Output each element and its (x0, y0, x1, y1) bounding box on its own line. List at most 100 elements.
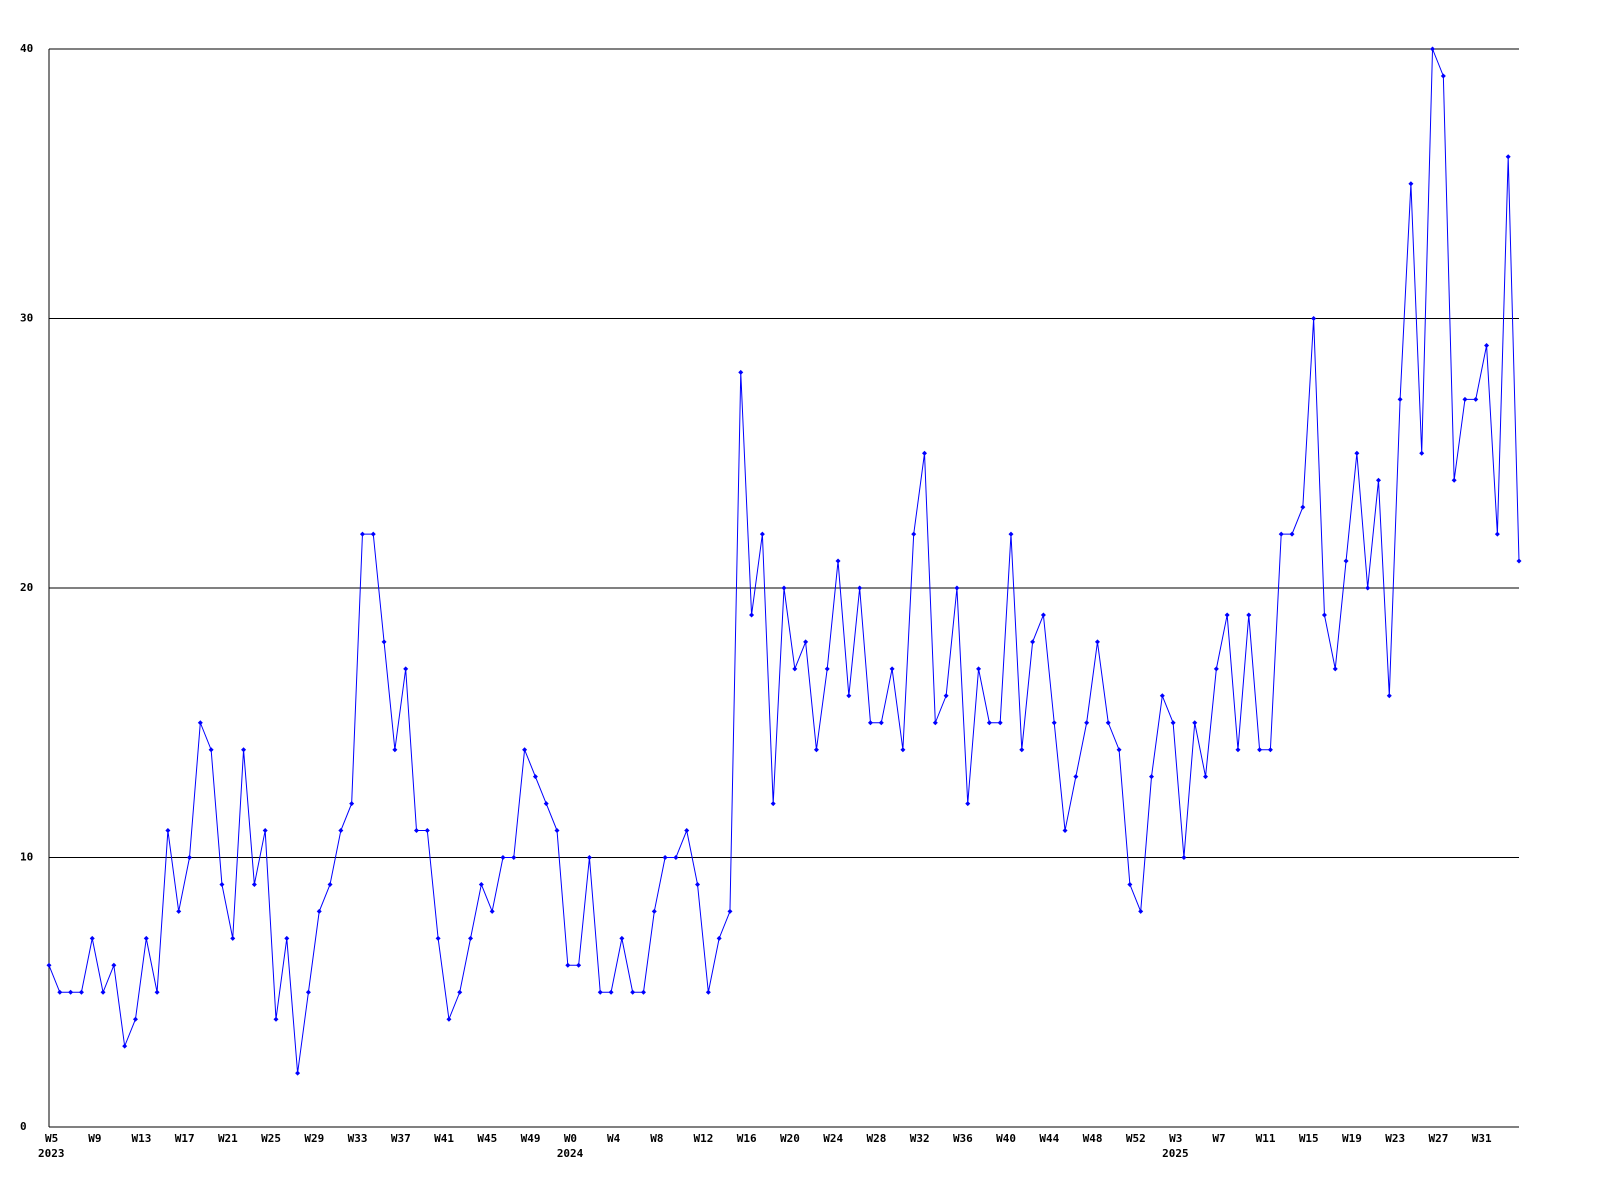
data-point (716, 935, 722, 941)
data-point (662, 855, 668, 860)
data-point (889, 666, 895, 672)
x-tick-label: W24 (823, 1132, 843, 1145)
data-point (1127, 881, 1133, 887)
x-tick-label: W48 (1083, 1132, 1103, 1145)
data-point (1040, 612, 1046, 618)
data-point (46, 962, 52, 968)
data-point (208, 747, 214, 753)
data-point (284, 935, 290, 941)
data-point (727, 908, 733, 914)
y-tick-label: 20 (20, 581, 33, 594)
data-point (414, 828, 419, 834)
data-point (1462, 396, 1468, 402)
data-point (1375, 477, 1381, 483)
data-point (738, 369, 744, 375)
y-tick-label: 40 (20, 42, 33, 55)
data-point (122, 1043, 128, 1049)
data-point (1116, 747, 1122, 753)
x-tick-label: W17 (175, 1132, 195, 1145)
data-point (922, 450, 928, 456)
x-tick-label: W19 (1342, 1132, 1362, 1145)
x-tick-label: W28 (866, 1132, 886, 1145)
data-point (695, 881, 701, 887)
data-point (176, 908, 182, 914)
data-point (1408, 181, 1414, 187)
data-point (673, 855, 679, 860)
data-point (576, 962, 582, 968)
data-point (857, 585, 863, 591)
data-point (1494, 531, 1500, 537)
data-point (100, 989, 106, 995)
data-point (1105, 720, 1111, 726)
data-point (1505, 154, 1511, 160)
data-point (1138, 908, 1144, 914)
data-point (154, 989, 160, 995)
x-tick-label: W41 (434, 1132, 454, 1145)
data-point (932, 720, 938, 726)
data-point (392, 747, 398, 753)
x-tick-label: W32 (910, 1132, 930, 1145)
data-point (770, 801, 776, 807)
data-point (1311, 316, 1317, 321)
x-group-label: 2024 (557, 1147, 584, 1160)
data-point (965, 801, 971, 807)
data-point (900, 747, 906, 753)
data-point (262, 828, 268, 834)
data-point (835, 558, 841, 564)
data-point (878, 720, 884, 726)
data-point (316, 908, 322, 914)
data-point (132, 1016, 138, 1022)
data-point (241, 747, 247, 753)
data-point (813, 747, 819, 753)
data-point (749, 612, 755, 618)
data-point (1246, 612, 1252, 618)
data-point (1213, 666, 1219, 672)
data-point (1170, 720, 1176, 726)
data-point (1019, 747, 1025, 753)
data-point (619, 935, 625, 941)
x-tick-label: W0 (564, 1132, 577, 1145)
data-point (976, 666, 982, 672)
y-tick-label: 30 (20, 312, 33, 325)
data-point (1073, 774, 1079, 780)
data-point (759, 531, 765, 537)
data-point (586, 855, 592, 860)
x-tick-label: W3 (1169, 1132, 1182, 1145)
data-point (792, 666, 798, 672)
data-point (327, 881, 333, 887)
x-tick-label: W31 (1472, 1132, 1492, 1145)
x-tick-label: W37 (391, 1132, 411, 1145)
data-point (565, 962, 571, 968)
data-point (1484, 342, 1490, 348)
x-tick-label: W33 (348, 1132, 368, 1145)
x-tick-label: W29 (304, 1132, 324, 1145)
data-point (1430, 46, 1436, 52)
data-point (489, 908, 495, 914)
data-point (1300, 504, 1306, 510)
data-point (1365, 585, 1371, 591)
data-point (651, 908, 657, 914)
data-point (349, 801, 355, 807)
data-point (446, 1016, 452, 1022)
x-group-label: 2023 (38, 1147, 65, 1160)
data-point (597, 989, 603, 995)
data-point (381, 639, 387, 645)
data-point (1440, 73, 1446, 79)
data-point (1008, 531, 1014, 537)
data-point (781, 585, 787, 591)
x-tick-label: W15 (1299, 1132, 1319, 1145)
data-point (1192, 720, 1198, 726)
data-point (295, 1070, 301, 1076)
data-point (187, 855, 193, 860)
data-point (522, 747, 528, 753)
data-point (1278, 531, 1284, 537)
data-point (954, 585, 960, 591)
data-point (824, 666, 830, 672)
data-point (435, 935, 441, 941)
data-point (338, 828, 344, 834)
data-point (230, 935, 236, 941)
data-point (532, 774, 538, 780)
data-point (1267, 747, 1273, 753)
data-point (640, 989, 646, 995)
